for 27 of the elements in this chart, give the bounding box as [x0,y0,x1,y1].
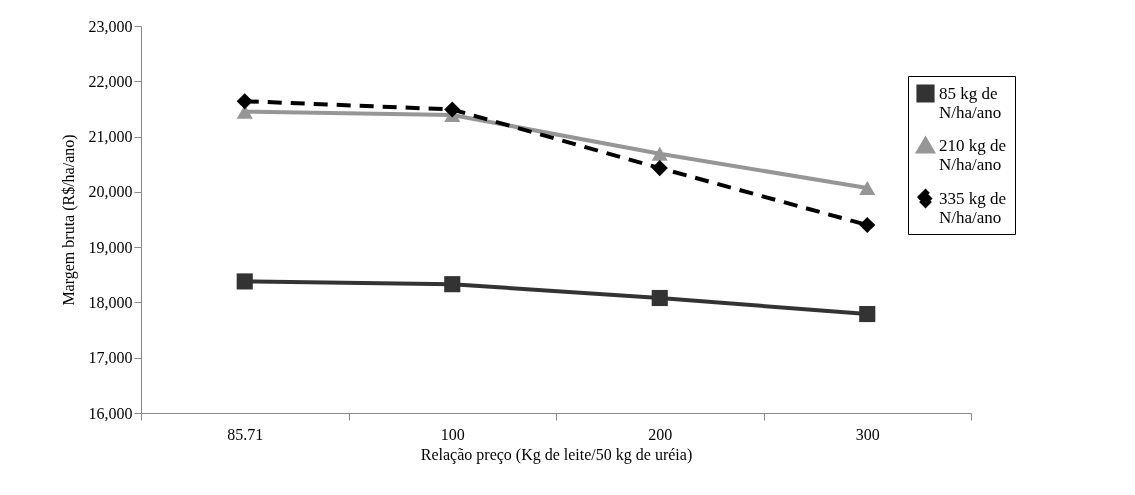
point [444,101,461,118]
point [859,181,876,195]
y-tick-label: 23,000 [88,17,133,35]
point [236,273,253,290]
y-tick-label: 17,000 [88,349,133,367]
point [444,276,461,293]
point [236,93,253,110]
x-tick-label: 100 [440,425,465,443]
y-axis-title: Margem bruta (R$/ha/ano) [59,134,78,306]
y-tick-label: 16,000 [88,404,133,422]
y-tick-label: 22,000 [88,72,133,90]
x-tick-label: 200 [648,425,673,443]
point [859,216,876,234]
point [859,305,876,323]
y-tick-label: 19,000 [88,238,133,256]
y-tick-label: 21,000 [88,128,133,146]
x-axis-title: Relação preço (Kg de leite/50 kg de uréia) [420,445,693,464]
x-tick-label: 300 [855,425,880,443]
legend-label: 210 kg de N/ha/ano [939,135,1007,174]
y-tick-label: 20,000 [88,183,133,201]
y-tick-label: 18,000 [88,293,133,311]
point [651,160,668,177]
legend-label: 335 kg de N/ha/ano [939,188,1007,227]
point [651,289,668,307]
x-tick-label: 85.71 [227,425,264,443]
legend-label: 85 kg de N/ha/ano [939,83,1002,122]
point [651,146,668,161]
